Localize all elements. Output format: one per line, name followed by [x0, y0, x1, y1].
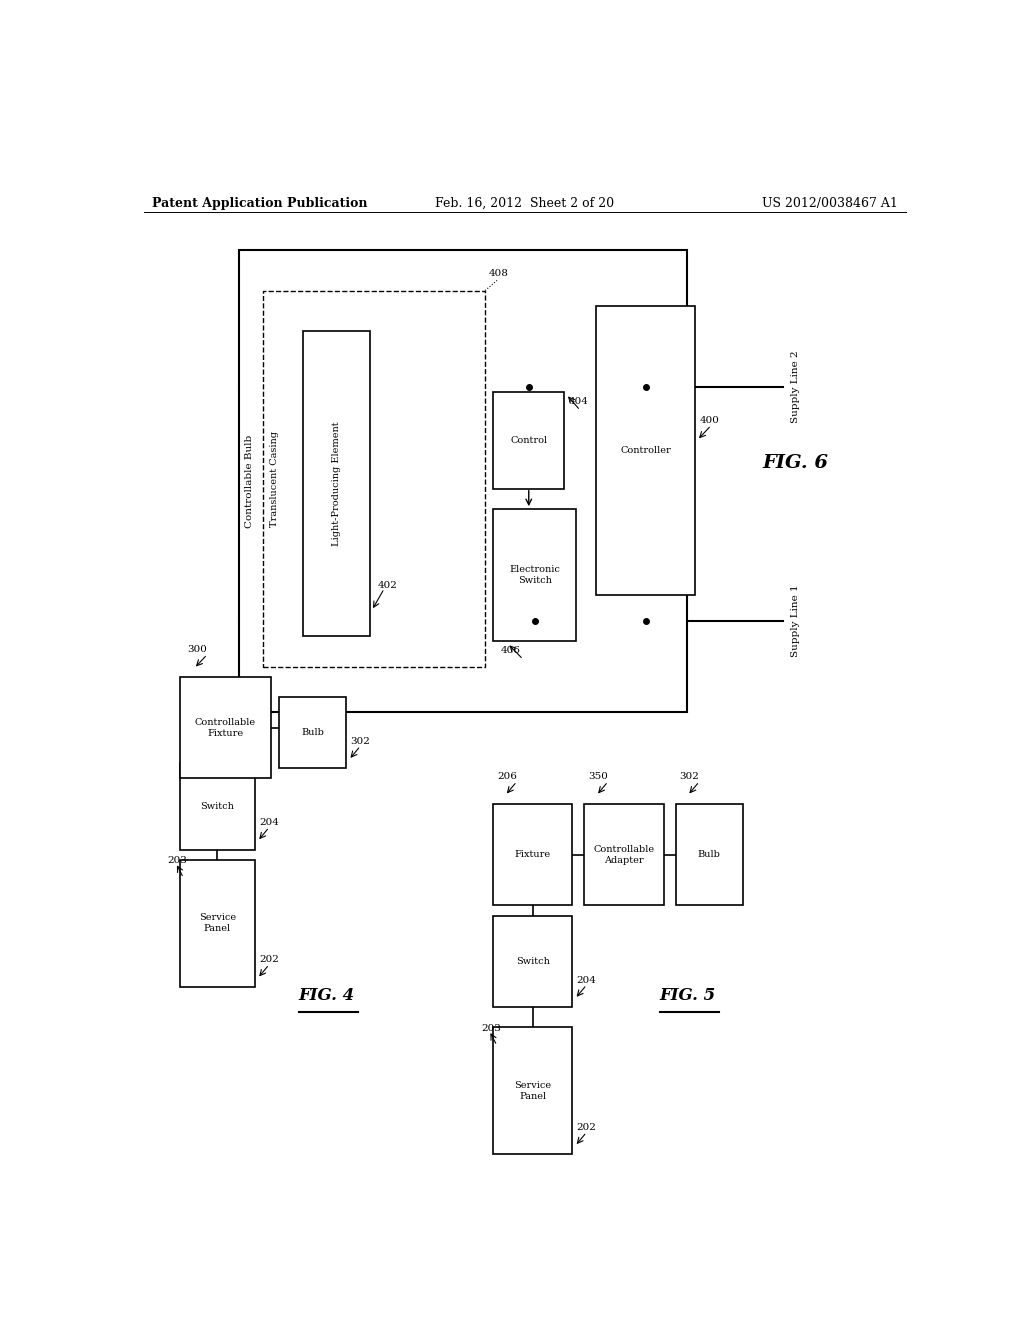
Bar	[279, 697, 346, 768]
Text: 202: 202	[259, 956, 279, 965]
Text: Service
Panel: Service Panel	[199, 913, 236, 933]
Text: US 2012/0038467 A1: US 2012/0038467 A1	[762, 197, 898, 210]
Text: 203: 203	[481, 1023, 501, 1032]
Bar	[179, 859, 255, 987]
Text: Bulb: Bulb	[698, 850, 721, 859]
Text: Patent Application Publication: Patent Application Publication	[152, 197, 368, 210]
Text: FIG. 4: FIG. 4	[299, 987, 355, 1003]
Bar	[494, 916, 572, 1007]
Text: 350: 350	[588, 772, 608, 781]
Text: Switch: Switch	[516, 957, 550, 966]
Text: Controller: Controller	[621, 446, 671, 455]
Bar	[494, 804, 572, 906]
Text: FIG. 6: FIG. 6	[763, 454, 828, 473]
Text: Switch: Switch	[201, 801, 234, 810]
Text: 302: 302	[350, 737, 370, 746]
Bar	[494, 510, 577, 642]
Bar	[179, 763, 255, 850]
Text: Light-Producing Element: Light-Producing Element	[332, 421, 341, 546]
Text: 404: 404	[568, 397, 589, 407]
Bar	[179, 677, 270, 779]
Text: 203: 203	[168, 855, 187, 865]
Text: Translucent Casing: Translucent Casing	[269, 430, 279, 527]
Text: Service
Panel: Service Panel	[514, 1081, 551, 1101]
Text: FIG. 5: FIG. 5	[659, 987, 716, 1003]
Text: 204: 204	[259, 818, 279, 828]
Text: 302: 302	[680, 772, 699, 781]
Text: Fixture: Fixture	[515, 850, 551, 859]
Text: Supply Line 1: Supply Line 1	[791, 585, 800, 657]
Text: Bulb: Bulb	[301, 729, 324, 737]
Text: 408: 408	[489, 269, 509, 279]
Text: Supply Line 2: Supply Line 2	[791, 351, 800, 424]
Bar	[494, 1027, 572, 1155]
Bar	[303, 331, 370, 636]
Text: Feb. 16, 2012  Sheet 2 of 20: Feb. 16, 2012 Sheet 2 of 20	[435, 197, 614, 210]
Text: 204: 204	[577, 975, 596, 985]
Bar	[240, 249, 687, 713]
Text: 300: 300	[187, 645, 208, 655]
Text: Electronic
Switch: Electronic Switch	[509, 565, 560, 585]
Text: 206: 206	[497, 772, 517, 781]
Bar	[494, 392, 564, 488]
Text: 400: 400	[699, 416, 719, 425]
Text: 406: 406	[501, 647, 521, 655]
Bar	[596, 306, 695, 595]
Text: Controllable Bulb: Controllable Bulb	[245, 434, 254, 528]
Text: Control: Control	[510, 436, 548, 445]
Bar	[676, 804, 743, 906]
Bar	[585, 804, 664, 906]
Text: 402: 402	[378, 581, 398, 590]
Text: Controllable
Fixture: Controllable Fixture	[195, 718, 256, 738]
Text: 202: 202	[577, 1123, 596, 1133]
Bar	[263, 290, 485, 667]
Text: Controllable
Adapter: Controllable Adapter	[594, 845, 654, 865]
